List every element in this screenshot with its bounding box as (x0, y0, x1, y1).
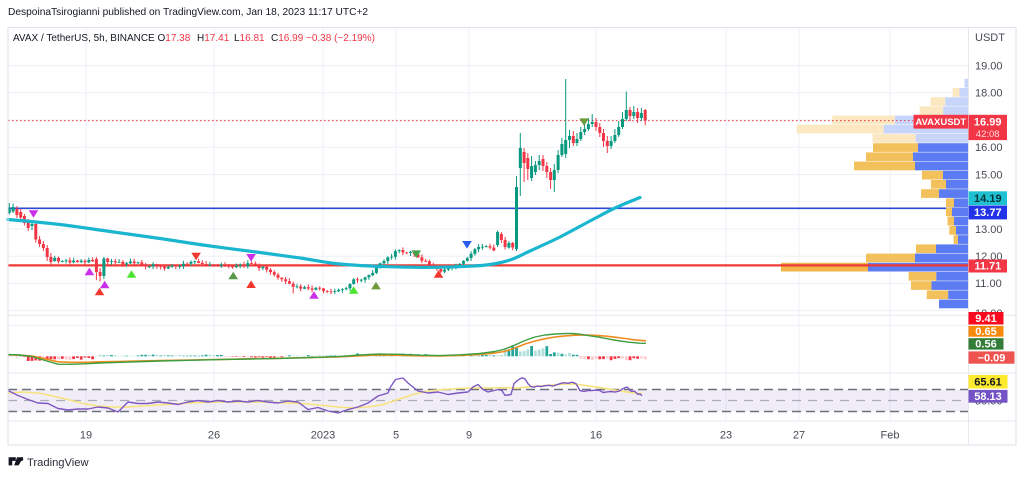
svg-text:19.00: 19.00 (975, 60, 1003, 72)
svg-text:L16.81: L16.81 (234, 33, 265, 44)
svg-text:11.00: 11.00 (975, 278, 1002, 290)
svg-text:42:08: 42:08 (976, 129, 1000, 140)
svg-text:−0.38 (−2.19%): −0.38 (−2.19%) (306, 33, 375, 44)
svg-text:5: 5 (393, 430, 399, 442)
svg-text:26: 26 (208, 430, 220, 442)
svg-text:O17.38: O17.38 (158, 33, 191, 44)
svg-text:USDT: USDT (975, 32, 1005, 44)
svg-text:9.41: 9.41 (975, 313, 996, 325)
svg-text:H17.41: H17.41 (197, 33, 230, 44)
svg-text:9: 9 (466, 430, 472, 442)
svg-text:16.99: 16.99 (974, 117, 1002, 129)
svg-text:TradingView: TradingView (27, 457, 89, 469)
svg-text:27: 27 (793, 430, 805, 442)
svg-text:65.61: 65.61 (974, 376, 1002, 388)
svg-text:23: 23 (720, 430, 732, 442)
svg-text:AVAX / TetherUS, 5h, BINANCE: AVAX / TetherUS, 5h, BINANCE (13, 33, 155, 44)
svg-text:15.00: 15.00 (975, 169, 1003, 181)
svg-text:14.19: 14.19 (974, 193, 1002, 205)
svg-text:58.13: 58.13 (974, 391, 1002, 403)
svg-text:AVAXUSDT: AVAXUSDT (915, 117, 966, 128)
svg-text:DespoinaTsirogianni published: DespoinaTsirogianni published on Trading… (8, 7, 368, 18)
svg-text:11.71: 11.71 (974, 261, 1001, 273)
svg-text:2023: 2023 (311, 430, 335, 442)
svg-text:16: 16 (590, 430, 602, 442)
svg-text:Feb: Feb (881, 430, 900, 442)
svg-text:−0.09: −0.09 (978, 352, 1006, 364)
svg-text:13.00: 13.00 (975, 224, 1003, 236)
svg-text:18.00: 18.00 (975, 88, 1003, 100)
svg-text:0.65: 0.65 (975, 326, 996, 338)
svg-text:16.00: 16.00 (975, 142, 1003, 154)
svg-text:0.56: 0.56 (975, 339, 996, 351)
svg-text:19: 19 (80, 430, 92, 442)
svg-text:C16.99: C16.99 (271, 33, 304, 44)
svg-text:13.77: 13.77 (974, 207, 1002, 219)
